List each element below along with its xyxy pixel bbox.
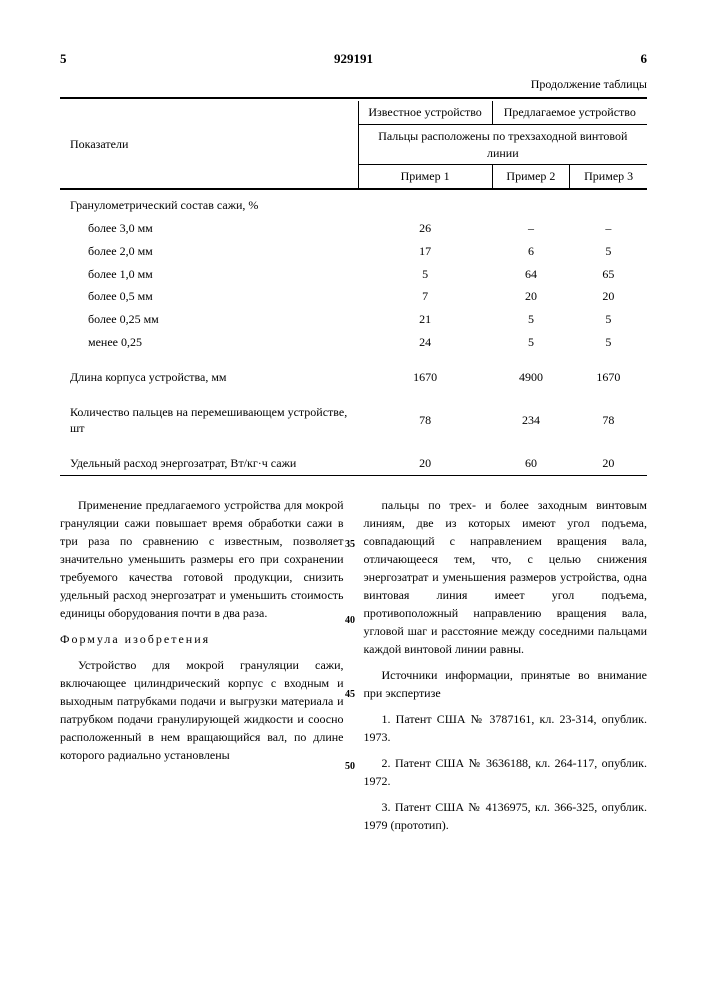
paragraph-fingers: пальцы по трех- и более заходным винтовы… — [364, 496, 648, 658]
line-num-40: 40 — [345, 614, 355, 628]
col-header-known: Известное устройство — [358, 101, 492, 124]
col-header-proposed: Предлагаемое устройство — [492, 101, 647, 124]
row-20: более 2,0 мм — [60, 240, 358, 263]
patent-number: 929191 — [67, 50, 641, 68]
paragraph-application: Применение предлагаемого устройства для … — [60, 496, 344, 622]
formula-title: Формула изобретения — [60, 630, 344, 648]
data-table: Показатели Известное устройство Предлага… — [60, 97, 647, 478]
row-count: Количество пальцев на перемешивающем уст… — [60, 401, 358, 441]
col-header-indicator: Показатели — [60, 101, 358, 189]
table-continuation-label: Продолжение таблицы — [60, 76, 647, 93]
row-05: более 0,5 мм — [60, 285, 358, 308]
row-30: более 3,0 мм — [60, 217, 358, 240]
col-header-fingers: Пальцы расположены по трехзаходной винто… — [358, 124, 647, 165]
row-length: Длина корпуса устройства, мм — [60, 366, 358, 389]
source-3: 3. Патент США № 4136975, кл. 366-325, оп… — [364, 798, 648, 834]
page-num-right: 6 — [641, 50, 648, 68]
line-num-50: 50 — [345, 760, 355, 774]
sources-title: Источники информации, принятые во вниман… — [364, 666, 648, 702]
col-ex1: Пример 1 — [358, 165, 492, 189]
row-m025: менее 0,25 — [60, 331, 358, 354]
page-header: 5 929191 6 — [60, 50, 647, 68]
col-ex2: Пример 2 — [492, 165, 570, 189]
col-ex3: Пример 3 — [570, 165, 647, 189]
paragraph-device: Устройство для мокрой грануляции сажи, в… — [60, 656, 344, 764]
line-num-35: 35 — [345, 538, 355, 552]
row-energy: Удельный расход энергозатрат, Вт/кг·ч са… — [60, 452, 358, 475]
line-num-45: 45 — [345, 688, 355, 702]
row-gran-header: Гранулометрический состав сажи, % — [60, 194, 647, 217]
row-10: более 1,0 мм — [60, 263, 358, 286]
source-1: 1. Патент США № 3787161, кл. 23-314, опу… — [364, 710, 648, 746]
row-025: более 0,25 мм — [60, 308, 358, 331]
left-column: Применение предлагаемого устройства для … — [60, 496, 344, 842]
source-2: 2. Патент США № 3636188, кл. 264-117, оп… — [364, 754, 648, 790]
right-column: пальцы по трех- и более заходным винтовы… — [364, 496, 648, 842]
